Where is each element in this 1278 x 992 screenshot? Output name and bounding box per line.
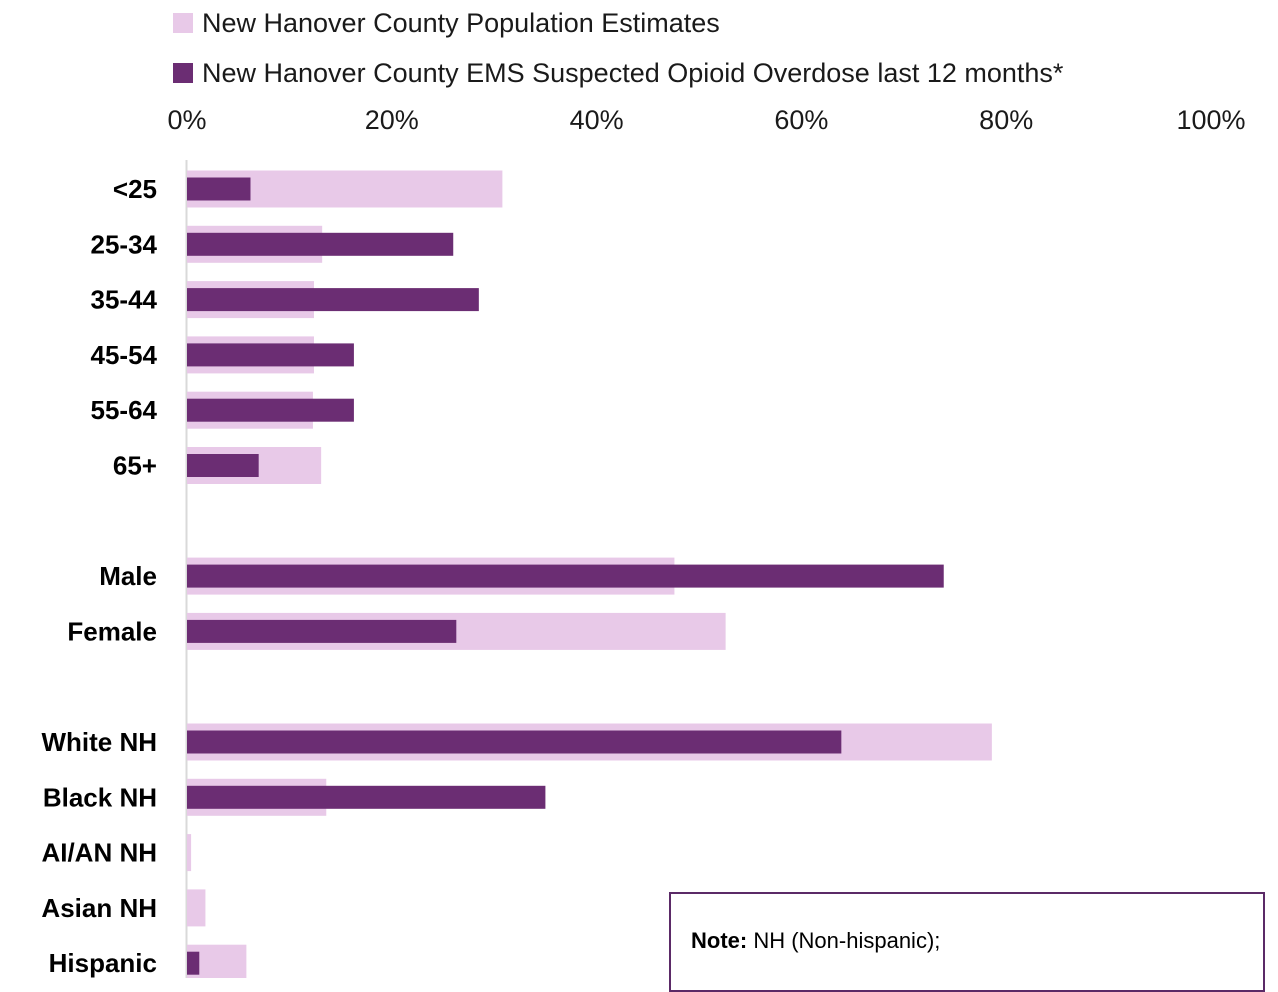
note-label: Note:: [691, 928, 748, 953]
bar-ems-overdose-lt-25: [187, 177, 251, 201]
y-tick-label-35-44: 35-44: [91, 285, 158, 315]
y-tick-label-ai-an-nh: AI/AN NH: [41, 838, 157, 868]
x-tick-label: 20%: [365, 105, 419, 135]
y-tick-label-55-64: 55-64: [91, 395, 158, 425]
legend-label-2: New Hanover County EMS Suspected Opioid …: [202, 58, 1064, 88]
bar-ems-overdose-25-34: [187, 232, 454, 256]
y-axis-labels: <25 25-34 35-44 45-54 55-64 65+ Male Female Whit…: [41, 174, 157, 978]
x-axis: 0% 20% 40% 60% 80% 100%: [167, 105, 1245, 135]
note-content: NH (Non-hispanic);: [747, 928, 941, 953]
y-tick-label-hispanic: Hispanic: [49, 948, 157, 978]
bar-ems-overdose-55-64: [187, 398, 354, 422]
y-tick-label-65plus: 65+: [113, 451, 157, 481]
legend-label-1: New Hanover County Population Estimates: [202, 8, 720, 38]
bar-ems-overdose-hispanic: [187, 951, 200, 975]
x-tick-label: 80%: [979, 105, 1033, 135]
bar-population-ai-an-nh: [187, 834, 192, 872]
y-tick-label-black-nh: Black NH: [43, 782, 157, 812]
y-tick-label-female: Female: [67, 616, 157, 646]
bar-ems-overdose-male: [187, 564, 944, 588]
legend-swatch-2: [173, 63, 193, 83]
bar-ems-overdose-white-nh: [187, 730, 842, 754]
x-tick-label: 0%: [167, 105, 206, 135]
y-tick-label-asian-nh: Asian NH: [41, 893, 157, 923]
y-tick-label-25-34: 25-34: [91, 229, 158, 259]
bar-ems-overdose-35-44: [187, 288, 479, 312]
bars: [187, 170, 992, 978]
y-tick-label-white-nh: White NH: [41, 727, 157, 757]
note-box: Note: NH (Non-hispanic);: [669, 892, 1265, 992]
y-tick-label-45-54: 45-54: [91, 340, 158, 370]
bar-ems-overdose-45-54: [187, 343, 354, 367]
bar-population-asian-nh: [187, 889, 206, 927]
y-tick-label-lt-25: <25: [113, 174, 157, 204]
legend-swatch-1: [173, 13, 193, 33]
y-tick-label-male: Male: [99, 561, 157, 591]
x-tick-label: 60%: [774, 105, 828, 135]
legend: New Hanover County Population Estimates N…: [173, 8, 1064, 88]
bar-ems-overdose-black-nh: [187, 785, 546, 809]
x-tick-label: 40%: [570, 105, 624, 135]
note-text: Note: NH (Non-hispanic);: [691, 928, 940, 954]
bar-ems-overdose-female: [187, 619, 457, 643]
x-tick-label: 100%: [1176, 105, 1245, 135]
bar-ems-overdose-65plus: [187, 454, 259, 477]
